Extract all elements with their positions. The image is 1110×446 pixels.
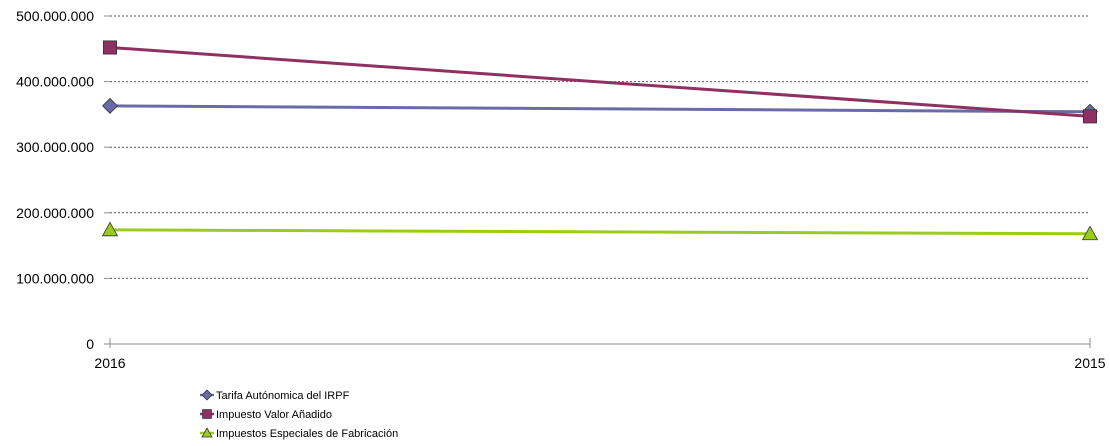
legend-swatch-marker: [202, 409, 212, 419]
series-1: [101, 97, 1099, 120]
data-point: [1081, 225, 1099, 241]
y-tick-label: 0: [86, 336, 94, 352]
data-point: [101, 221, 119, 237]
y-tick-label: 500.000.000: [16, 8, 94, 24]
x-tick-label: 2015: [1074, 355, 1105, 371]
legend-item: Tarifa Autónomica del IRPF: [200, 389, 350, 402]
data-point: [103, 40, 118, 55]
series-2: [103, 40, 1098, 124]
series-line: [109, 228, 1091, 236]
series-line: [109, 45, 1091, 118]
legend-label: Tarifa Autónomica del IRPF: [216, 390, 350, 402]
legend-item: Impuesto Valor Añadido: [200, 409, 332, 421]
legend-label: Impuesto Valor Añadido: [216, 409, 332, 421]
axes: 0 100.000.000 200.000.000 300.000.000 400.00…: [16, 8, 1106, 371]
y-tick-label: 300.000.000: [16, 139, 94, 155]
legend: Tarifa Autónomica del IRPF Impuesto Valor…: [200, 389, 398, 440]
series-lines: [101, 40, 1099, 241]
y-tick-label: 100.000.000: [16, 270, 94, 286]
data-point: [101, 97, 119, 114]
series-3: [101, 221, 1099, 241]
series-line: [109, 104, 1091, 114]
legend-swatch-marker: [201, 427, 213, 438]
gridlines: [110, 15, 1090, 279]
x-tick-label: 2016: [94, 355, 125, 371]
legend-label: Impuestos Especiales de Fabricación: [216, 428, 398, 440]
legend-swatch-marker: [201, 389, 213, 401]
y-tick-label: 400.000.000: [16, 74, 94, 90]
y-tick-label: 200.000.000: [16, 205, 94, 221]
legend-item: Impuestos Especiales de Fabricación: [200, 427, 398, 440]
data-point: [1083, 109, 1098, 124]
